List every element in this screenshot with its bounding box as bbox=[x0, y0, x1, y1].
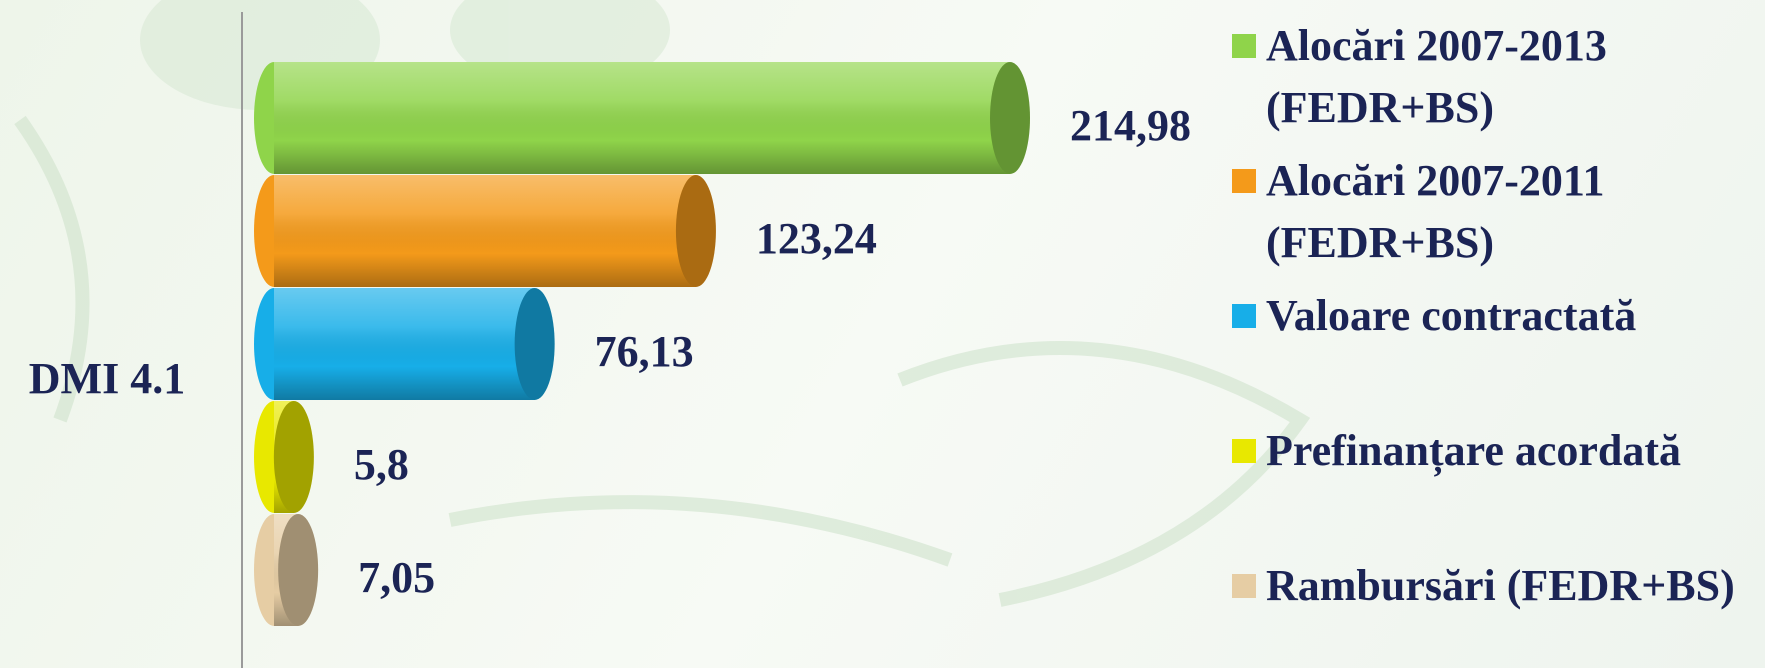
legend-item: Alocări 2007-2013 (FEDR+BS) bbox=[1232, 15, 1762, 139]
bar-end-cap-shade bbox=[675, 175, 716, 287]
data-label: 214,98 bbox=[1070, 101, 1191, 150]
bar-end-cap bbox=[990, 62, 1030, 174]
bar-shade bbox=[274, 62, 1010, 174]
data-label: 7,05 bbox=[358, 553, 435, 602]
bar-end-cap-shade bbox=[273, 401, 314, 513]
legend-item: Valoare contractată bbox=[1232, 285, 1762, 347]
bar-shade bbox=[274, 175, 696, 287]
legend-item: Alocări 2007-2011 (FEDR+BS) bbox=[1232, 150, 1762, 274]
data-label: 5,8 bbox=[354, 440, 409, 489]
data-label: 76,13 bbox=[595, 327, 694, 376]
legend-item: Prefinanțare acordată bbox=[1232, 420, 1762, 482]
bar-end-cap bbox=[278, 514, 319, 626]
legend-label: Valoare contractată bbox=[1266, 291, 1637, 340]
legend-swatch bbox=[1232, 304, 1256, 328]
legend-item: Rambursări (FEDR+BS) bbox=[1232, 555, 1762, 617]
bar-shade bbox=[274, 288, 535, 400]
legend-swatch bbox=[1232, 439, 1256, 463]
bar-end-cap bbox=[514, 288, 555, 400]
legend-label: Alocări 2007-2013 (FEDR+BS) bbox=[1266, 21, 1607, 132]
bar-end-cap-shade bbox=[990, 62, 1030, 174]
bar-end-cap bbox=[675, 175, 716, 287]
legend-label: Alocări 2007-2011 (FEDR+BS) bbox=[1266, 156, 1605, 267]
data-label: 123,24 bbox=[756, 214, 877, 263]
legend-swatch bbox=[1232, 574, 1256, 598]
legend-label: Prefinanțare acordată bbox=[1266, 426, 1682, 475]
legend-label: Rambursări (FEDR+BS) bbox=[1266, 561, 1735, 610]
legend-swatch bbox=[1232, 34, 1256, 58]
bar-end-cap-shade bbox=[278, 514, 319, 626]
legend-swatch bbox=[1232, 169, 1256, 193]
bar-end-cap-shade bbox=[514, 288, 555, 400]
bar-end-cap bbox=[273, 401, 314, 513]
category-label: DMI 4.1 bbox=[29, 354, 185, 403]
